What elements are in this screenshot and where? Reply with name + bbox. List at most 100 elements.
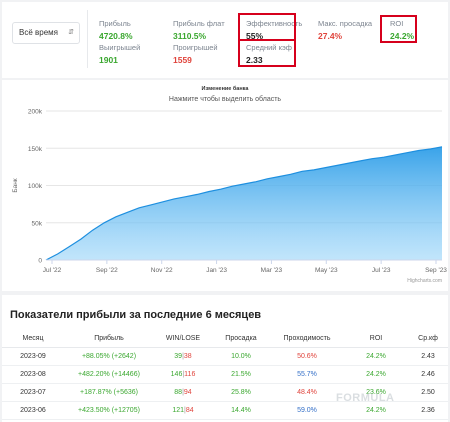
stat-value: 24.2% <box>390 31 415 41</box>
col-roi[interactable]: ROI <box>344 331 408 348</box>
cell-winlose: 88|94 <box>154 383 212 402</box>
table-row: 2023-07 +187.87% (+5636) 88|94 25.8% 48.4% 23… <box>2 383 448 402</box>
cell-winlose: 39|38 <box>154 347 212 366</box>
bank-chart-panel[interactable]: 0 50k 100k 150k 200k Банк Jul '22 Sep '22 Nov '2… <box>2 80 448 291</box>
cell-profit: +423.50% (+12705) <box>64 401 154 420</box>
lose-count: 116 <box>184 370 196 378</box>
series-area <box>46 146 442 260</box>
table-title: Показатели прибыли за последние 6 месяце… <box>10 309 262 321</box>
table-row: 2023-09 +88.05% (+2642) 39|38 10.0% 50.6% 24.… <box>2 347 448 366</box>
col-month[interactable]: Месяц <box>2 331 64 348</box>
stat-wins: Выигрышей 1901 <box>99 43 140 65</box>
stat-label: Средний кэф <box>246 43 292 52</box>
stat-profit: Прибыль 4720.8% <box>99 19 133 41</box>
col-drawdown[interactable]: Просадка <box>212 331 270 348</box>
x-tick-label: Sep '22 <box>96 267 118 274</box>
stats-panel: Всё время ⇵ Прибыль 4720.8% Прибыль флат… <box>2 2 448 78</box>
cell-winlose: 146|116 <box>154 365 212 384</box>
stat-roi: ROI 24.2% <box>390 19 414 41</box>
col-pass-rate[interactable]: Проходимость <box>270 331 344 348</box>
cell-roi: 24.2% <box>344 401 408 420</box>
cell-roi: 24.2% <box>344 347 408 366</box>
x-tick-label: Sep '23 <box>425 267 447 274</box>
cell-drawdown: 10.0% <box>212 347 270 366</box>
highlight-box-roi <box>380 15 417 43</box>
stat-label: Проигрышей <box>173 43 218 52</box>
table-row: 2023-06 +423.50% (+12705) 121|84 14.4% 59.0%… <box>2 401 448 420</box>
cell-profit: +187.87% (+5636) <box>64 383 154 402</box>
stat-max-drawdown: Макс. просадка 27.4% <box>318 19 372 41</box>
cell-drawdown: 21.5% <box>212 365 270 384</box>
y-tick-label: 200k <box>28 109 43 116</box>
cell-drawdown: 14.4% <box>212 401 270 420</box>
win-count: 146 <box>170 370 183 378</box>
monthly-profit-panel: Показатели прибыли за последние 6 месяце… <box>2 295 448 422</box>
cell-avg-odds: 2.46 <box>408 365 448 384</box>
stat-label: Макс. просадка <box>318 19 373 28</box>
stat-value: 3110.5% <box>173 31 207 41</box>
cell-avg-odds: 2.50 <box>408 383 448 402</box>
x-tick-label: Jul '23 <box>372 267 391 274</box>
y-tick-label: 100k <box>28 183 43 190</box>
y-tick-label: 50k <box>32 220 43 227</box>
divider <box>87 10 88 68</box>
cell-avg-odds: 2.36 <box>408 401 448 420</box>
highlight-box-efficiency <box>238 13 296 41</box>
stat-label: ROI <box>390 19 404 28</box>
x-tick-label: Jul '22 <box>43 267 62 274</box>
stat-value: 55% <box>246 31 264 41</box>
series-line <box>45 146 443 261</box>
stat-label: Прибыль флат <box>173 19 225 28</box>
stat-value: 4720.8% <box>99 31 133 41</box>
lose-count: 94 <box>183 388 192 396</box>
chart-subtitle: Нажмите чтобы выделить область <box>168 96 282 103</box>
stat-avg-odds: Средний кэф 2.33 <box>246 43 292 65</box>
cell-pass-rate: 59.0% <box>270 401 344 420</box>
x-tick-label: May '23 <box>315 267 338 274</box>
stat-efficiency: Эффективность 55% <box>246 19 302 41</box>
cell-month: 2023-08 <box>2 365 64 384</box>
cell-month: 2023-09 <box>2 347 64 366</box>
period-select[interactable]: Всё время ⇵ <box>12 22 80 44</box>
col-winlose[interactable]: WIN/LOSE <box>154 331 212 348</box>
stat-label: Выигрышей <box>99 43 141 52</box>
stat-flat-profit: Прибыль флат 3110.5% <box>173 19 225 41</box>
table-row: 2023-08 +482.20% (+14466) 146|116 21.5% 55.7… <box>2 365 448 384</box>
bank-chart[interactable]: 0 50k 100k 150k 200k Банк Jul '22 Sep '22 Nov '2… <box>2 80 448 291</box>
win-count: 121 <box>172 406 185 414</box>
cell-winlose: 121|84 <box>154 401 212 420</box>
x-tick-label: Jan '23 <box>206 267 227 274</box>
cell-month: 2023-06 <box>2 401 64 420</box>
monthly-profit-table: Месяц Прибыль WIN/LOSE Просадка Проходим… <box>2 331 448 420</box>
cell-pass-rate: 48.4% <box>270 383 344 402</box>
x-tick-label: Mar '23 <box>261 267 283 274</box>
chart-title: Изменение банка <box>201 86 249 92</box>
cell-pass-rate: 50.6% <box>270 347 344 366</box>
stat-label: Прибыль <box>99 19 131 28</box>
cell-pass-rate: 55.7% <box>270 365 344 384</box>
y-tick-label: 0 <box>38 258 42 265</box>
lose-count: 84 <box>185 406 194 414</box>
chevron-updown-icon: ⇵ <box>68 29 74 36</box>
cell-roi: 23.6% <box>344 383 408 402</box>
y-axis-title: Банк <box>12 178 19 192</box>
cell-avg-odds: 2.43 <box>408 347 448 366</box>
watermark: FORMULA <box>336 392 395 404</box>
stat-value: 2.33 <box>246 55 263 65</box>
win-count: 88 <box>174 388 183 396</box>
cell-month: 2023-07 <box>2 383 64 402</box>
highlight-box-avg-odds <box>238 39 296 67</box>
chart-credit: Highcharts.com <box>407 278 442 284</box>
cell-profit: +88.05% (+2642) <box>64 347 154 366</box>
cell-profit: +482.20% (+14466) <box>64 365 154 384</box>
stat-label: Эффективность <box>246 19 303 28</box>
cell-drawdown: 25.8% <box>212 383 270 402</box>
col-profit[interactable]: Прибыль <box>64 331 154 348</box>
stat-value: 1901 <box>99 55 118 65</box>
win-count: 39 <box>174 352 183 360</box>
col-avg-odds[interactable]: Ср.кф <box>408 331 448 348</box>
table-header-row: Месяц Прибыль WIN/LOSE Просадка Проходим… <box>2 331 448 348</box>
stat-losses: Проигрышей 1559 <box>173 43 218 65</box>
stat-value: 27.4% <box>318 31 343 41</box>
lose-count: 38 <box>183 352 192 360</box>
